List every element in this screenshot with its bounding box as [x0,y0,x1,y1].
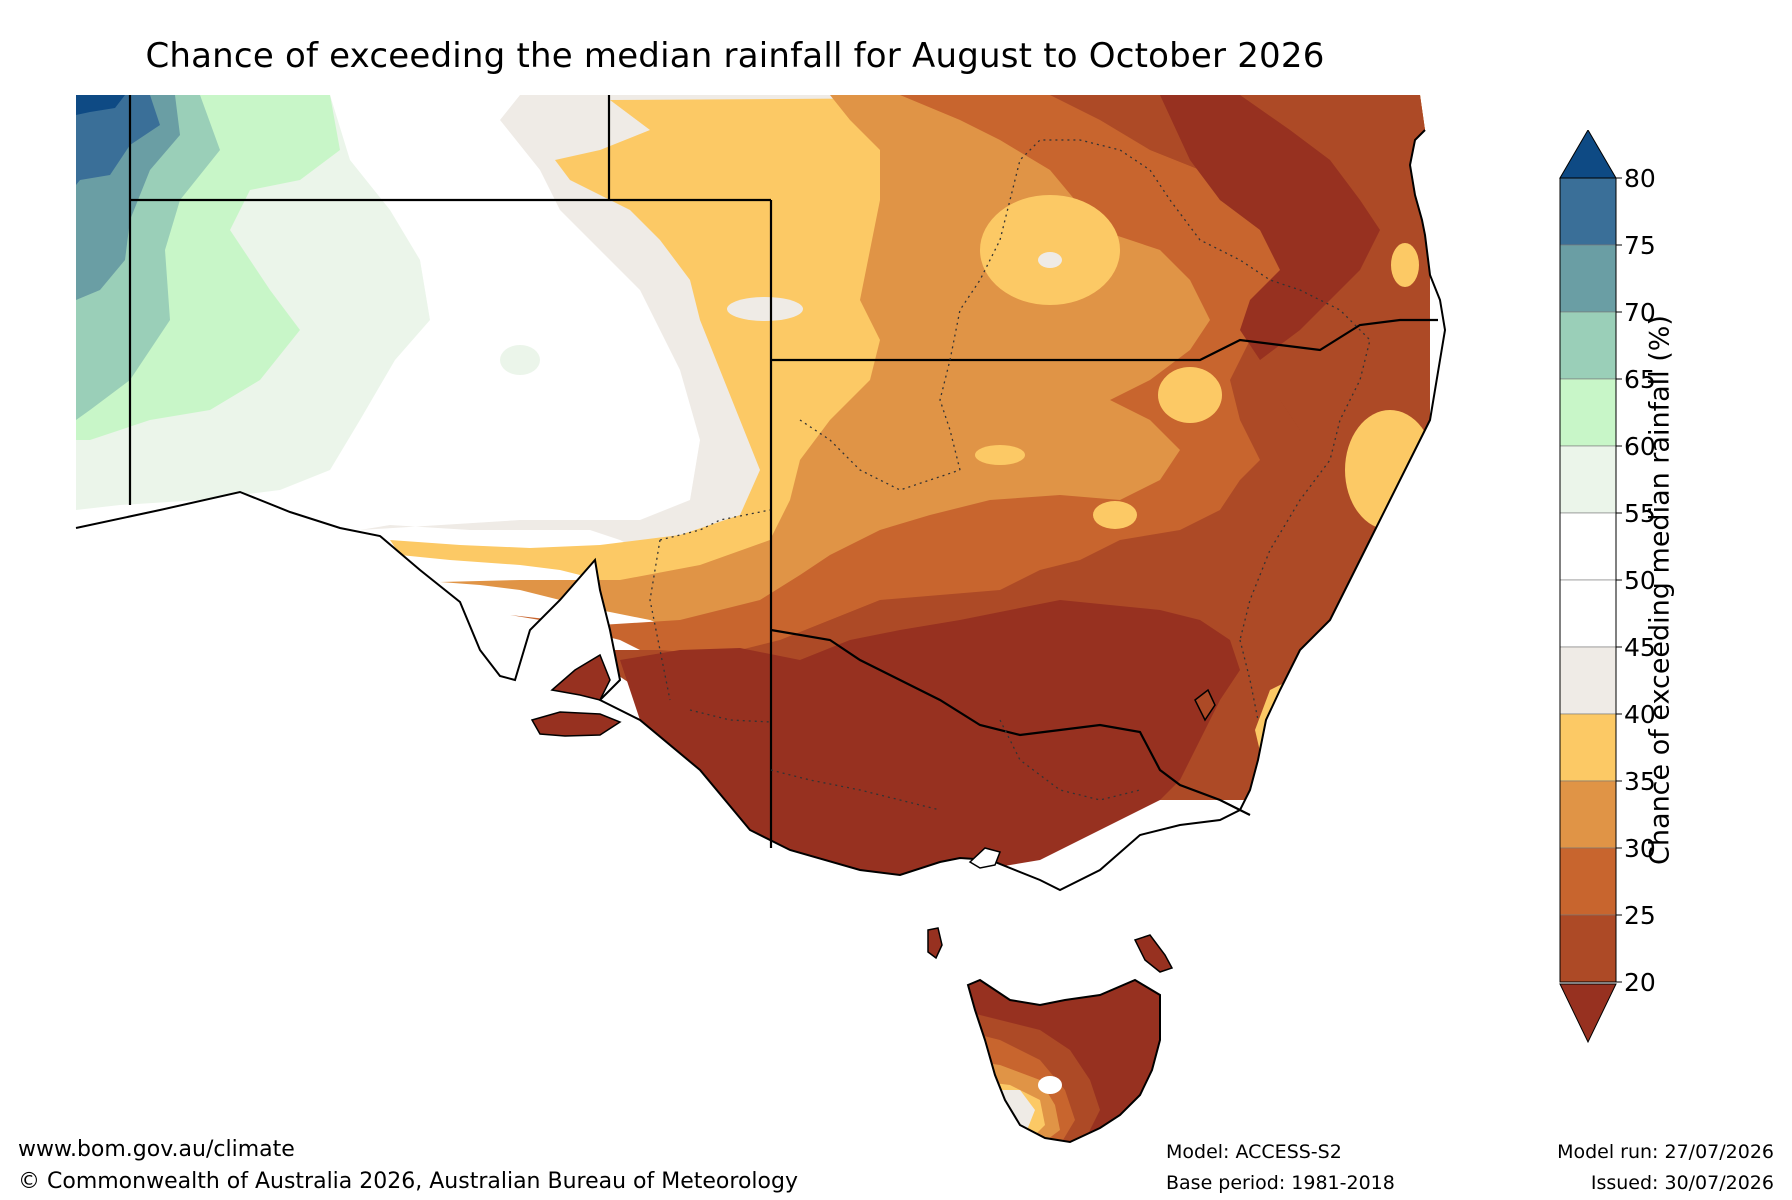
colorbar-band [1559,713,1617,782]
yorke-peninsula [550,653,611,701]
colorbar-tick-label: 75 [1624,231,1656,260]
colorbar-tick-label: 20 [1624,968,1656,997]
footer-model: Model: ACCESS-S2 [1166,1141,1342,1163]
colorbar-tick-label: 45 [1624,633,1656,662]
state-borders [128,95,1438,848]
footer-website: www.bom.gov.au/climate [18,1137,295,1162]
tasmania-coastline [966,978,1161,1144]
colorbar: 80 75 70 65 60 55 50 45 40 35 30 25 20 [1559,130,1656,1044]
colorbar-title: Chance of exceeding median rainfall (%) [1644,315,1676,865]
map-title: Chance of exceeding the median rainfall … [145,36,1325,76]
colorbar-ticks: 80 75 70 65 60 55 50 45 40 35 30 25 20 [1616,164,1656,997]
colorbar-band [1559,378,1617,447]
port-phillip-bay [968,847,1001,869]
colorbar-band [1559,847,1617,916]
colorbar-tick-label: 70 [1624,298,1656,327]
colorbar-tick-label: 60 [1624,432,1656,461]
flinders-island [1133,934,1174,973]
colorbar-band [1559,311,1617,380]
colorbar-over-triangle [1559,130,1617,179]
footer-model-run: Model run: 27/07/2026 [1557,1141,1774,1163]
colorbar-tick-label: 65 [1624,365,1656,394]
colorbar-band [1559,780,1617,849]
footer-issued: Issued: 30/07/2026 [1590,1172,1774,1194]
king-island [927,927,943,960]
colorbar-tick-label: 80 [1624,164,1656,193]
colorbar-band [1559,512,1617,581]
colorbar-tick-label: 50 [1624,566,1656,595]
region-boundaries [649,139,1371,811]
colorbar-band [1559,445,1617,514]
footer-base-period: Base period: 1981-2018 [1166,1172,1395,1194]
colorbar-tick-label: 40 [1624,700,1656,729]
colorbar-band [1559,914,1617,983]
colorbar-band [1559,646,1617,715]
colorbar-bands [1559,177,1617,983]
footer-copyright: © Commonwealth of Australia 2026, Austra… [18,1169,798,1194]
mainland-coastline [75,129,1447,892]
colorbar-band [1559,579,1617,648]
colorbar-tick-label: 30 [1624,834,1656,863]
colorbar-under-triangle [1559,983,1617,1044]
colorbar-band [1559,244,1617,313]
colorbar-tick-label: 55 [1624,499,1656,528]
colorbar-tick-label: 35 [1624,767,1656,796]
colorbar-band [1559,177,1617,246]
lake-burrinjuck [1194,688,1216,722]
colorbar-tick-label: 25 [1624,901,1656,930]
kangaroo-island [530,711,622,737]
